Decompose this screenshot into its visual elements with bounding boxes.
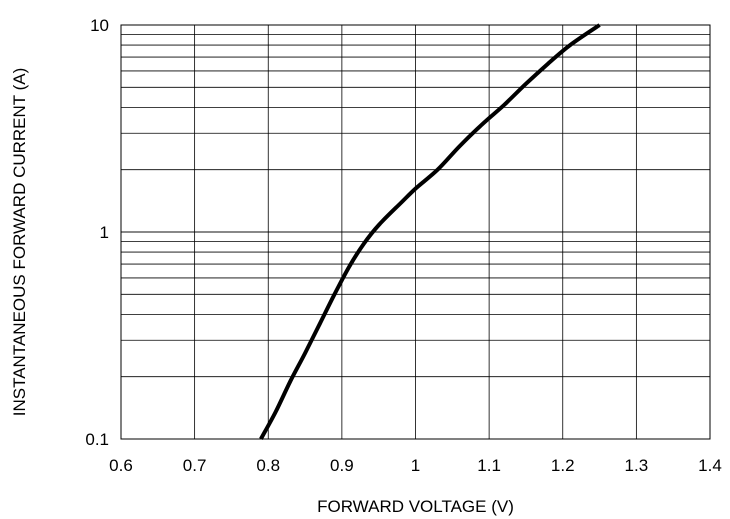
- x-tick-label: 0.6: [109, 456, 133, 475]
- y-axis-label: INSTANTANEOUS FORWARD CURRENT (A): [10, 68, 29, 417]
- y-tick-label: 0.1: [85, 430, 109, 449]
- grid: [120, 24, 711, 440]
- x-tick-label: 1.4: [698, 456, 722, 475]
- series-line: [259, 23, 601, 440]
- x-tick-label: 1.2: [551, 456, 575, 475]
- series-group: [259, 23, 601, 440]
- x-tick-label: 0.8: [256, 456, 280, 475]
- x-tick-label: 0.7: [183, 456, 207, 475]
- x-tick-labels: 0.6 0.7 0.8 0.9 1 1.1 1.2 1.3 1.4: [109, 456, 722, 475]
- x-tick-label: 1.3: [625, 456, 649, 475]
- x-tick-label: 0.9: [330, 456, 354, 475]
- y-tick-labels: 0.1 1 10: [85, 16, 109, 449]
- x-tick-label: 1.1: [477, 456, 501, 475]
- y-tick-label: 10: [90, 16, 109, 35]
- x-axis-label: FORWARD VOLTAGE (V): [317, 497, 514, 516]
- plot-area-frame: [120, 24, 711, 440]
- y-tick-label: 1: [100, 223, 109, 242]
- x-tick-label: 1: [411, 456, 420, 475]
